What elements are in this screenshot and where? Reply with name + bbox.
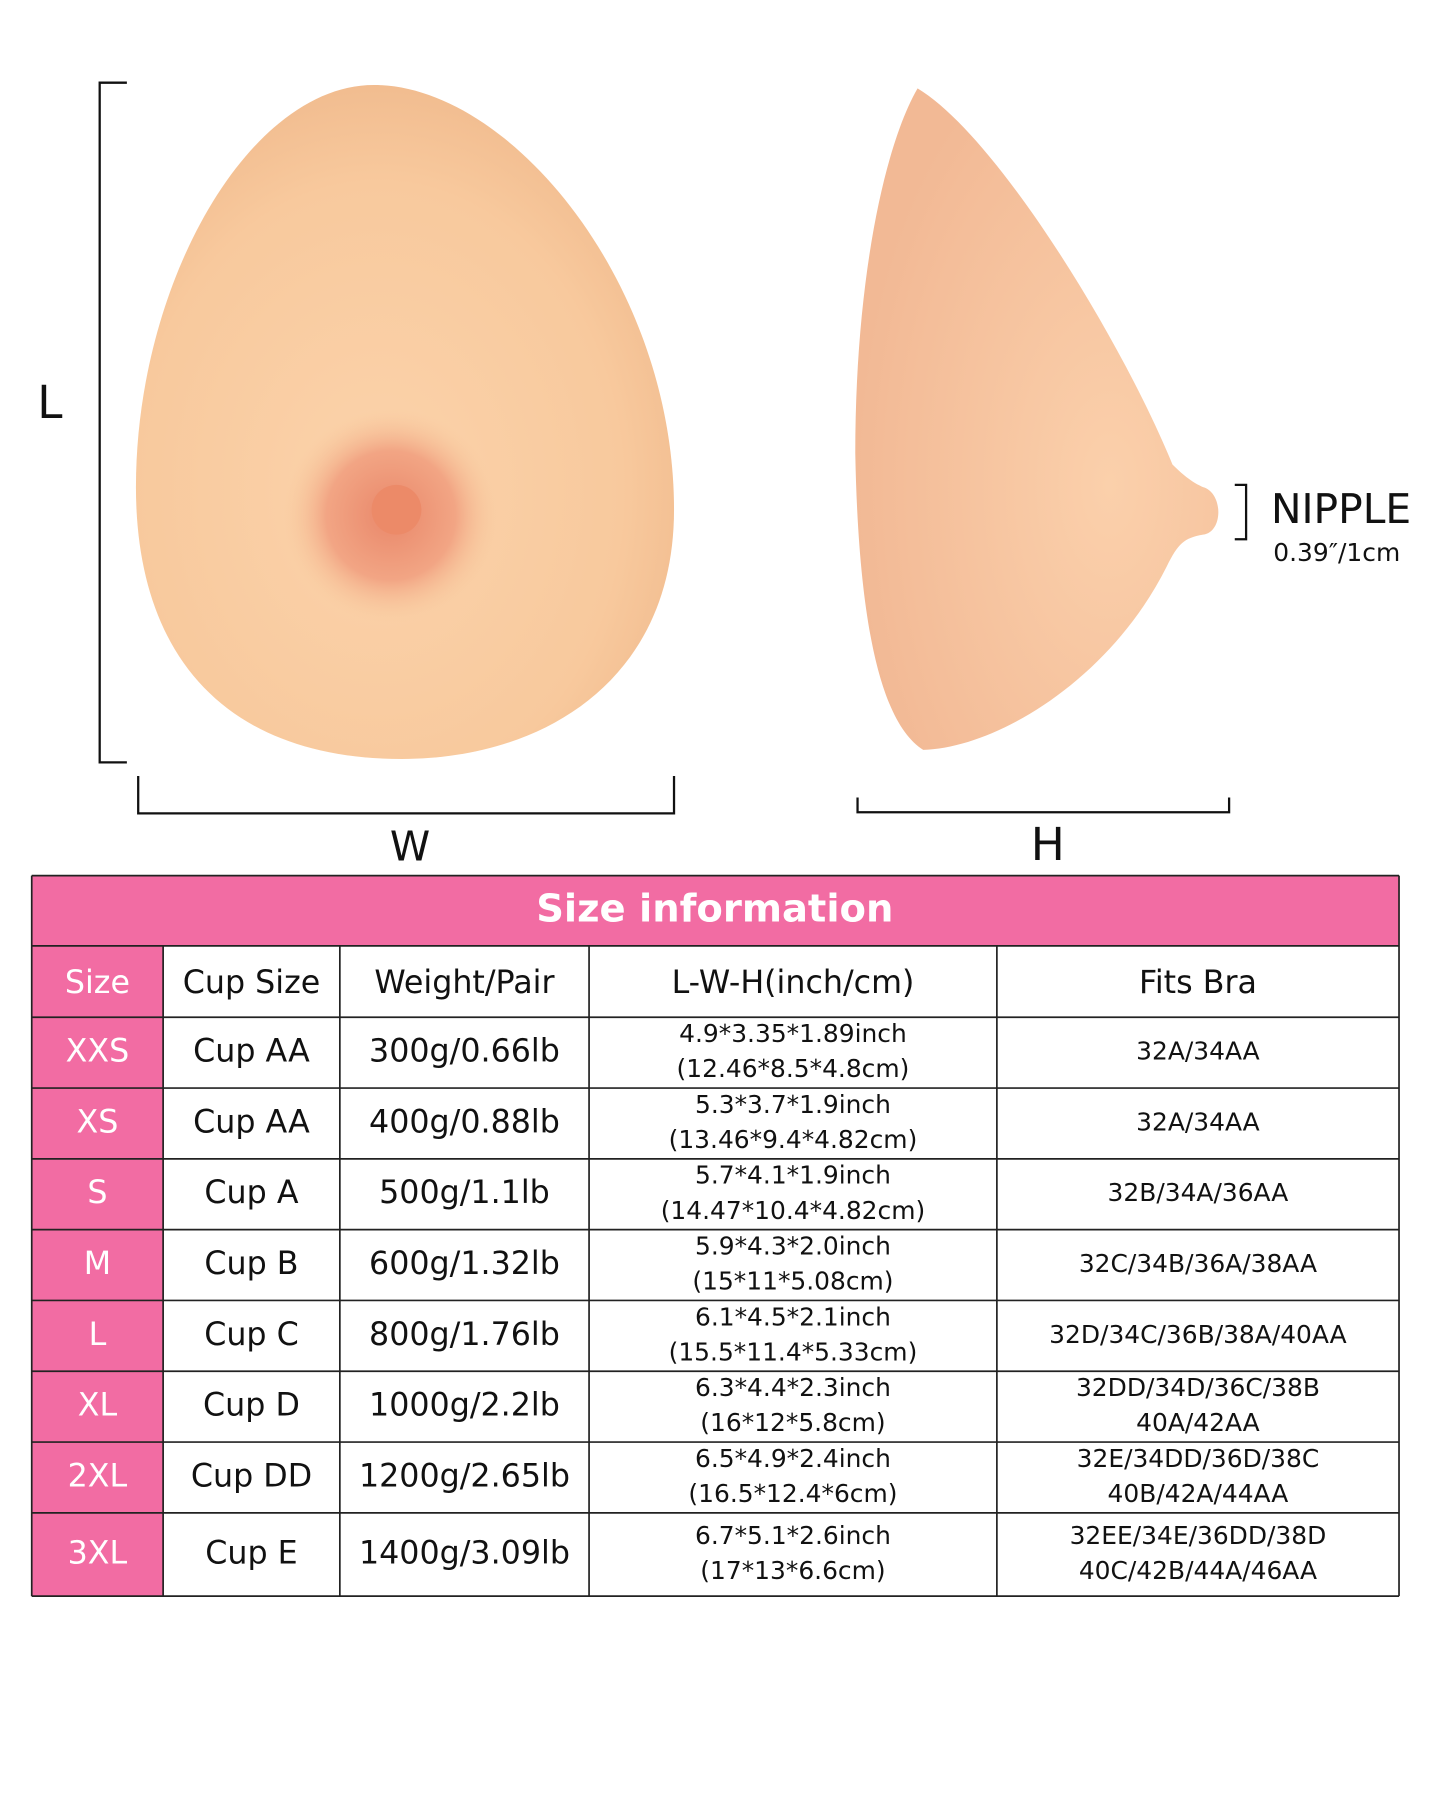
nipple	[371, 484, 422, 535]
cell-text: (16.5*12.4*6cm)	[688, 1479, 897, 1508]
cell-text: (16*12*5.8cm)	[700, 1408, 885, 1437]
cell-text: (14.47*10.4*4.82cm)	[661, 1196, 926, 1225]
cell-text: S	[87, 1175, 107, 1211]
cell-text: Cup Size	[183, 965, 321, 1001]
cell-text: Cup DD	[191, 1458, 312, 1494]
size-column	[31, 945, 164, 1597]
cell-text: Cup B	[204, 1246, 298, 1282]
cell-text: 32DD/34D/36C/38B	[1076, 1373, 1320, 1402]
cell-text: (15*11*5.08cm)	[692, 1267, 893, 1296]
cell-text: Cup E	[205, 1535, 297, 1571]
cell-text: 32C/34B/36A/38AA	[1079, 1249, 1317, 1278]
cell-text: Cup D	[203, 1388, 300, 1424]
nipple-size: 0.39″/1cm	[1273, 538, 1400, 567]
cell-text: M	[84, 1246, 111, 1282]
cell-text: 2XL	[68, 1458, 128, 1494]
cell-text: Weight/Pair	[374, 965, 555, 1001]
cell-text: (15.5*11.4*5.33cm)	[669, 1337, 918, 1366]
dimension-brackets	[98, 81, 1248, 815]
cell-text: 32A/34AA	[1136, 1037, 1260, 1066]
cell-text: (13.46*9.4*4.82cm)	[669, 1125, 918, 1154]
cell-text: (12.46*8.5*4.8cm)	[677, 1054, 910, 1083]
cell-text: 600g/1.32lb	[369, 1246, 560, 1282]
cell-text: 32A/34AA	[1136, 1107, 1260, 1136]
cell-text: 4.9*3.35*1.89inch	[679, 1019, 907, 1048]
cell-text: 5.9*4.3*2.0inch	[695, 1231, 891, 1260]
cell-text: Fits Bra	[1139, 965, 1257, 1001]
cell-text: Cup AA	[193, 1034, 310, 1070]
cell-text: L	[89, 1317, 107, 1353]
cell-text: 500g/1.1lb	[379, 1175, 550, 1211]
cell-text: Cup A	[204, 1175, 298, 1211]
cell-text: 5.7*4.1*1.9inch	[695, 1161, 891, 1190]
cell-text: 6.5*4.9*2.4inch	[695, 1444, 891, 1473]
width-label: W	[390, 823, 430, 871]
cell-text: Cup AA	[193, 1104, 310, 1140]
length-label: L	[37, 376, 62, 429]
cell-text: 32B/34A/36AA	[1108, 1178, 1289, 1207]
cell-text: L-W-H(inch/cm)	[672, 965, 915, 1001]
cell-text: 400g/0.88lb	[369, 1104, 560, 1140]
cell-text: XL	[78, 1388, 118, 1424]
cell-text: 5.3*3.7*1.9inch	[695, 1090, 891, 1119]
title-band	[31, 875, 1400, 946]
cell-text: Cup C	[204, 1317, 299, 1353]
cell-text: 40A/42AA	[1136, 1408, 1260, 1437]
cell-text: (17*13*6.6cm)	[700, 1556, 885, 1585]
height-label: H	[1031, 818, 1065, 871]
cell-text: 6.7*5.1*2.6inch	[695, 1521, 891, 1550]
nipple-label: NIPPLE	[1271, 485, 1411, 533]
cell-text: 32E/34DD/36D/38C	[1077, 1444, 1320, 1473]
side-view	[855, 88, 1219, 750]
table-title: Size information	[536, 886, 893, 931]
cell-text: 1000g/2.2lb	[369, 1388, 560, 1424]
cell-text: 6.3*4.4*2.3inch	[695, 1373, 891, 1402]
cell-text: 6.1*4.5*2.1inch	[695, 1302, 891, 1331]
cell-text: XXS	[66, 1034, 130, 1070]
cell-text: 3XL	[68, 1535, 128, 1571]
cell-text: 800g/1.76lb	[369, 1317, 560, 1353]
cell-text: 32D/34C/36B/38A/40AA	[1049, 1320, 1347, 1349]
size-table: Size information Size Cup Size Weight/Pair L…	[30, 874, 1400, 1597]
cell-text: Size	[65, 965, 130, 1001]
cell-text: 300g/0.66lb	[369, 1034, 560, 1070]
cell-text: 40C/42B/44A/46AA	[1079, 1556, 1317, 1585]
cell-text: XS	[76, 1104, 118, 1140]
cell-text: 1200g/2.65lb	[359, 1458, 570, 1494]
cell-text: 1400g/3.09lb	[359, 1535, 570, 1571]
cell-text: 32EE/34E/36DD/38D	[1070, 1521, 1327, 1550]
cell-text: 40B/42A/44AA	[1108, 1479, 1289, 1508]
